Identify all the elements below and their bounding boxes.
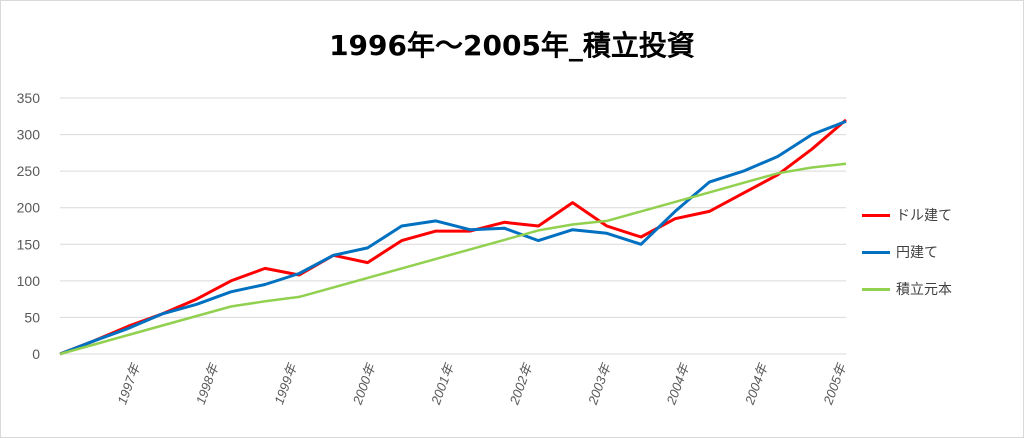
legend-label: ドル建て <box>896 208 952 224</box>
legend: ドル建て 円建て 積立元本 <box>862 205 1012 316</box>
y-tick-label: 50 <box>24 309 40 325</box>
x-tick-label: 2003年 <box>585 360 614 407</box>
x-tick-label: 1998年 <box>193 360 222 406</box>
y-tick-label: 350 <box>17 90 41 106</box>
y-tick-label: 250 <box>17 163 41 179</box>
legend-label: 積立元本 <box>896 282 952 298</box>
legend-item-principal: 積立元本 <box>862 279 1012 299</box>
legend-label: 円建て <box>896 245 938 261</box>
series-line-0 <box>59 118 847 356</box>
x-tick-label: 2002年 <box>506 360 535 407</box>
y-tick-label: 100 <box>17 273 41 289</box>
legend-swatch <box>862 287 890 291</box>
y-tick-label: 200 <box>17 200 41 216</box>
legend-swatch <box>862 250 890 254</box>
x-tick-label: 2005年 <box>820 360 849 407</box>
y-tick-label: 150 <box>17 236 41 252</box>
legend-item-yen: 円建て <box>862 242 1012 262</box>
series-line-1 <box>59 120 847 356</box>
y-tick-label: 0 <box>32 346 40 362</box>
chart-title: 1996年～2005年_積立投資 <box>329 29 695 62</box>
y-axis: 0 50 100 150 200 250 300 350 <box>17 90 41 362</box>
x-tick-label: 2004年 <box>742 360 771 407</box>
y-tick-label: 300 <box>17 127 41 143</box>
legend-item-dollar: ドル建て <box>862 205 1012 225</box>
series-line-2 <box>59 162 847 356</box>
series-group <box>59 118 847 356</box>
x-tick-label: 2000年 <box>349 360 378 407</box>
x-axis: 1997年 1998年 1999年 2000年 2001年 2002年 2003年 2004年… <box>114 360 849 407</box>
legend-swatch <box>862 213 890 217</box>
x-tick-label: 1997年 <box>114 360 143 406</box>
x-tick-label: 2001年 <box>428 360 457 407</box>
x-tick-label: 2004年 <box>663 360 692 407</box>
x-tick-label: 1999年 <box>271 360 300 406</box>
